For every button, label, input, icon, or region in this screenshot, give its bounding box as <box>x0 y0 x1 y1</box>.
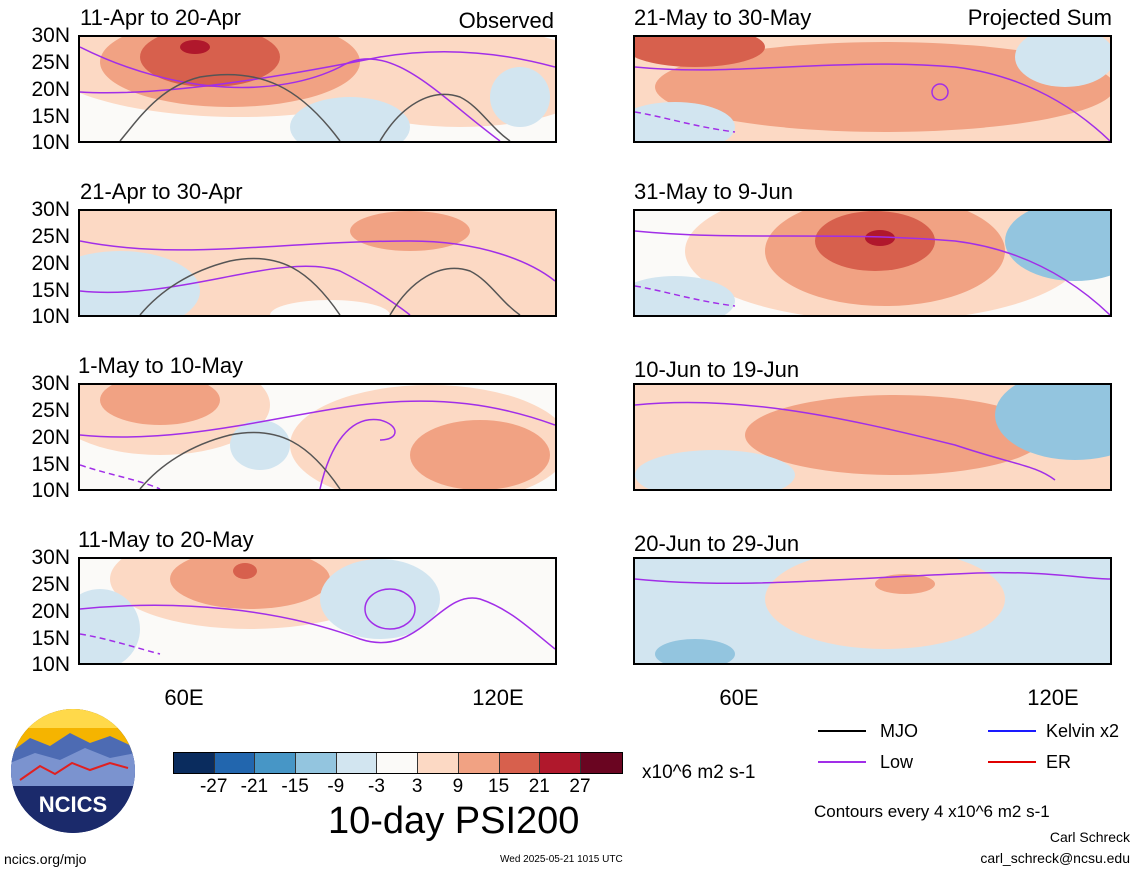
x-label: 60E <box>164 685 204 710</box>
y-label: 30N <box>31 24 70 47</box>
colorbar <box>173 752 623 774</box>
colorbar-label: -3 <box>368 776 385 797</box>
y-label: 20N <box>31 252 70 275</box>
legend-label-low: Low <box>880 752 914 772</box>
colorbar-swatch <box>418 753 459 773</box>
map-panel-5 <box>633 35 1112 143</box>
y-label: 25N <box>31 573 70 596</box>
legend-label-kelvin: Kelvin x2 <box>1046 721 1120 741</box>
panel-title: 21-Apr to 30-Apr <box>80 179 243 204</box>
panel-title: 20-Jun to 29-Jun <box>634 531 800 556</box>
colorbar-label: -9 <box>327 776 345 797</box>
panel-tag-projected: Projected Sum <box>967 5 1112 30</box>
x-label: 60E <box>719 685 759 710</box>
y-label: 25N <box>31 399 70 422</box>
legend-swatch-mjo <box>818 730 866 732</box>
contours-note: Contours every 4 x10^6 m2 s-1 <box>814 802 1050 821</box>
y-label: 30N <box>31 546 70 569</box>
map-panel-3 <box>78 383 557 491</box>
x-label: 120E <box>472 685 524 710</box>
y-label: 20N <box>31 600 70 623</box>
author-email: carl_schreck@ncsu.edu <box>980 850 1130 866</box>
colorbar-label: 15 <box>488 776 510 797</box>
y-label: 25N <box>31 51 70 74</box>
panel-title: 10-Jun to 19-Jun <box>634 357 800 382</box>
colorbar-swatch <box>255 753 297 773</box>
colorbar-label: 3 <box>411 776 423 797</box>
colorbar-swatch <box>540 753 581 773</box>
y-label: 30N <box>31 198 70 221</box>
panel-title: 21-May to 30-May <box>634 5 812 30</box>
panel-title: 11-Apr to 20-Apr <box>80 5 242 30</box>
map-panel-1 <box>78 35 557 143</box>
y-label: 10N <box>31 131 70 154</box>
colorbar-swatch <box>296 753 337 773</box>
y-label: 10N <box>31 305 70 328</box>
y-label: 10N <box>31 479 70 502</box>
legend-label-mjo: MJO <box>880 721 918 741</box>
colorbar-swatch <box>377 753 419 773</box>
colorbar-swatch <box>214 753 256 773</box>
colorbar-label: -21 <box>240 776 269 797</box>
y-label: 20N <box>31 426 70 449</box>
legend-swatch-er <box>988 761 1036 763</box>
y-label: 15N <box>31 453 70 476</box>
author-name: Carl Schreck <box>1049 829 1130 845</box>
map-panel-6 <box>633 209 1112 317</box>
map-panel-2 <box>78 209 557 317</box>
y-label: 20N <box>31 78 70 101</box>
legend-label-er: ER <box>1046 752 1072 772</box>
colorbar-units: x10^6 m2 s-1 <box>642 762 756 783</box>
colorbar-label: 27 <box>569 776 591 797</box>
map-panel-4 <box>78 557 557 665</box>
colorbar-label: 21 <box>528 776 550 797</box>
colorbar-label: -27 <box>199 776 228 797</box>
panel-title: 1-May to 10-May <box>78 353 244 378</box>
y-label: 25N <box>31 225 70 248</box>
panel-title: 31-May to 9-Jun <box>634 179 793 204</box>
colorbar-label: 9 <box>452 776 464 797</box>
ncics-logo: NCICS <box>10 708 136 834</box>
colorbar-swatch <box>174 753 215 773</box>
y-label: 15N <box>31 279 70 302</box>
colorbar-swatch <box>458 753 500 773</box>
colorbar-swatch <box>336 753 378 773</box>
logo-text: NCICS <box>39 792 107 817</box>
y-label: 15N <box>31 627 70 650</box>
legend-swatch-low <box>818 761 866 763</box>
panel-tag-observed: Observed <box>458 8 554 33</box>
site-url: ncics.org/mjo <box>4 851 87 867</box>
colorbar-swatch <box>580 753 622 773</box>
y-label: 15N <box>31 105 70 128</box>
y-label: 30N <box>31 372 70 395</box>
x-label: 120E <box>1027 685 1079 710</box>
colorbar-label: -15 <box>281 776 309 797</box>
y-label: 10N <box>31 653 70 676</box>
map-panel-8 <box>633 557 1112 665</box>
panel-title: 11-May to 20-May <box>78 527 254 552</box>
timestamp: Wed 2025-05-21 1015 UTC <box>500 854 623 865</box>
map-panel-7 <box>633 383 1112 491</box>
main-title: 10-day PSI200 <box>328 800 580 842</box>
colorbar-swatch <box>499 753 541 773</box>
legend-swatch-kelvin <box>988 730 1036 732</box>
